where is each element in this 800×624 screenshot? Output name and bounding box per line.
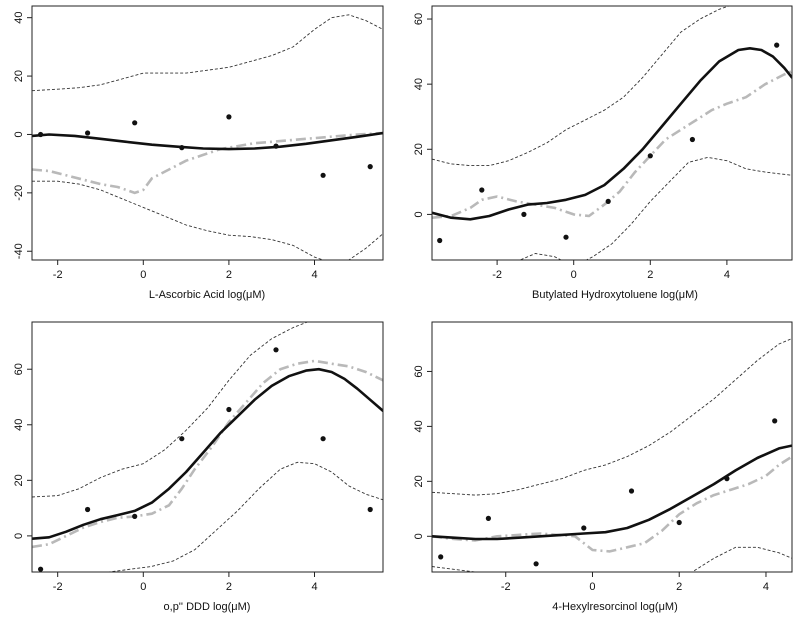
y-tick-label: 20 (13, 474, 25, 486)
data-point (179, 145, 185, 151)
data-point (132, 120, 138, 126)
lower-band-line (432, 546, 792, 572)
upper-band-line (32, 322, 309, 498)
data-point (772, 418, 778, 424)
x-axis-label: 4-Hexylresorcinol log(μM) (552, 601, 678, 613)
y-tick-label: 20 (413, 475, 425, 487)
data-point (273, 347, 279, 353)
data-point (605, 198, 611, 204)
fit-line (32, 367, 383, 541)
data-point (438, 554, 444, 560)
x-axis-label: Butylated Hydroxytoluene log(μM) (532, 289, 698, 301)
x-tick-label: -2 (53, 581, 63, 593)
x-axis-label: L-Ascorbic Acid log(μM) (149, 289, 265, 301)
y-tick-label: 40 (413, 78, 425, 90)
x-tick-label: 2 (676, 581, 682, 593)
data-point (485, 515, 491, 522)
data-point (774, 42, 780, 48)
y-tick-label: 40 (13, 419, 25, 431)
data-point (320, 172, 326, 178)
y-tick-label: 40 (13, 12, 25, 24)
data-point (479, 187, 485, 193)
data-point (689, 136, 696, 143)
data-point (367, 164, 373, 170)
data-point (367, 506, 373, 513)
lower-band-line (518, 156, 792, 260)
y-tick-label: -40 (13, 243, 25, 259)
data-point (38, 566, 44, 572)
y-tick-label: 20 (13, 70, 25, 82)
y-tick-label: 60 (13, 363, 25, 375)
chart-panel-butylated-hydroxytoluene: Butylated Hydroxytoluene log(μM) -2 0 2 402… (413, 5, 793, 301)
alternate-fit-line (32, 131, 383, 195)
data-point (676, 519, 682, 526)
data-point (581, 525, 587, 531)
data-point (226, 114, 232, 120)
data-point (563, 234, 569, 240)
data-point (38, 131, 44, 138)
x-tick-label: -2 (501, 581, 511, 593)
plot-frame (31, 321, 384, 573)
x-tick-label: 0 (589, 581, 595, 593)
x-tick-label: -2 (492, 269, 502, 281)
plot-frame (31, 5, 384, 261)
data-point (437, 237, 443, 244)
x-tick-label: -2 (53, 269, 63, 281)
x-tick-label: 4 (724, 269, 730, 281)
fit-line (32, 131, 383, 151)
y-tick-label: 0 (13, 533, 25, 539)
lower-band-line (32, 180, 383, 260)
data-point (85, 130, 91, 136)
data-point (273, 143, 279, 149)
data-point (647, 153, 653, 159)
alternate-fit-line (32, 359, 383, 549)
x-tick-label: 0 (140, 269, 146, 281)
data-point (85, 506, 91, 513)
alternate-fit-line (432, 455, 792, 553)
x-tick-label: 4 (311, 269, 317, 281)
data-point (320, 436, 326, 442)
lower-band-line (105, 461, 383, 572)
upper-band-line (432, 6, 731, 167)
x-tick-label: 0 (571, 269, 577, 281)
fit-line (432, 444, 792, 541)
data-point (628, 488, 635, 494)
y-tick-label: 20 (413, 143, 425, 155)
x-tick-label: 4 (311, 581, 317, 593)
upper-band-line (32, 14, 383, 92)
y-tick-label: 60 (413, 365, 425, 377)
fit-line (432, 46, 792, 221)
data-point (533, 561, 539, 567)
data-point (179, 436, 185, 442)
data-point (132, 513, 138, 520)
y-tick-label: 60 (413, 13, 425, 25)
plot-frame (431, 5, 793, 261)
x-tick-label: 2 (647, 269, 653, 281)
data-point (724, 476, 730, 482)
data-point (521, 211, 527, 217)
y-tick-label: -20 (13, 185, 25, 201)
x-tick-label: 2 (226, 269, 232, 281)
plot-frame (431, 321, 793, 573)
alternate-fit-line (432, 69, 792, 219)
x-axis-label: o,p'' DDD log(μM) (164, 601, 251, 613)
y-tick-label: 0 (413, 533, 425, 539)
x-tick-label: 0 (140, 581, 146, 593)
y-tick-label: 0 (413, 211, 425, 217)
y-tick-label: 0 (13, 131, 25, 137)
x-tick-label: 2 (226, 581, 232, 593)
x-tick-label: 4 (763, 581, 769, 593)
upper-band-line (432, 338, 792, 496)
data-point (226, 406, 232, 413)
y-tick-label: 40 (413, 420, 425, 432)
